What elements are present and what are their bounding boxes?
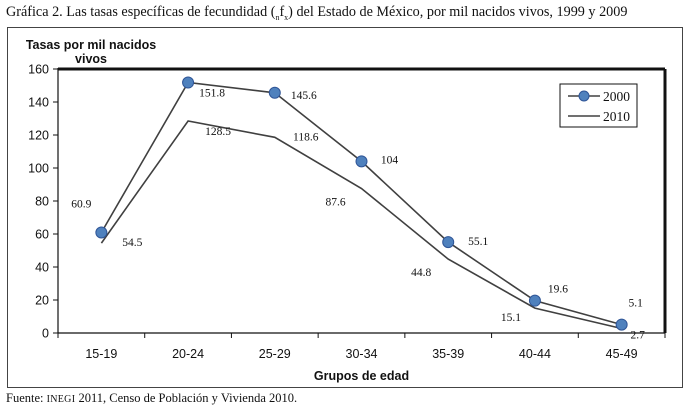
legend-box (559, 83, 638, 128)
x-tick-label: 20-24 (172, 347, 204, 361)
data-label-2000: 104 (381, 154, 399, 166)
x-axis-title: Grupos de edad (314, 369, 409, 383)
data-label-2010: 15.1 (501, 312, 521, 324)
data-label-2010: 2.7 (630, 330, 645, 342)
y-tick-label: 80 (35, 195, 49, 209)
x-tick-label: 25-29 (259, 347, 291, 361)
y-tick-label: 100 (28, 162, 49, 176)
x-tick-label: 30-34 (346, 347, 378, 361)
data-label-2000: 151.8 (199, 88, 225, 100)
data-point-2000 (355, 155, 368, 168)
y-tick-label: 60 (35, 228, 49, 242)
data-label-2010: 54.5 (122, 237, 142, 249)
source-org: INEGI (46, 394, 76, 405)
y-tick-label: 160 (28, 63, 49, 77)
x-tick-label: 40-44 (519, 347, 551, 361)
data-point-2000 (268, 86, 281, 99)
y-tick-label: 140 (28, 96, 49, 110)
y-tick-label: 120 (28, 129, 49, 143)
data-label-2000: 60.9 (71, 199, 91, 211)
title-sym-f: f (279, 4, 285, 20)
title-sub-x: x (284, 12, 289, 22)
data-point-2000 (182, 76, 195, 89)
data-label-2000: 145.6 (291, 90, 317, 102)
data-label-2010: 87.6 (325, 196, 345, 208)
title-sub-n: n (275, 12, 280, 22)
data-label-2000: 19.6 (548, 284, 568, 296)
data-point-2000 (528, 294, 541, 307)
data-label-2000: 5.1 (628, 298, 643, 310)
data-label-2000: 55.1 (468, 236, 488, 248)
data-point-2000 (95, 226, 108, 239)
series-line-2010 (100, 120, 622, 330)
y-axis-title-line2: vivos (75, 52, 107, 66)
data-label-2010: 118.6 (293, 131, 319, 143)
source-note: Fuente: INEGI 2011, Censo de Población y… (6, 391, 298, 405)
y-axis-title: Tasas por mil nacidos (26, 38, 156, 52)
data-label-2010: 128.5 (205, 126, 231, 138)
legend-marker-2000 (578, 90, 590, 102)
legend-label-2010: 2010 (603, 109, 630, 124)
data-label-2010: 44.8 (411, 267, 431, 279)
y-tick-label: 20 (35, 294, 49, 308)
figure-frame (7, 27, 683, 388)
y-tick-label: 40 (35, 261, 49, 275)
y-tick-label: 0 (42, 327, 49, 341)
x-tick-label: 45-49 (606, 347, 638, 361)
series-line-2000 (100, 81, 622, 326)
chart-title: Gráfica 2. Las tasas específicas de fecu… (6, 4, 628, 22)
x-tick-label: 35-39 (432, 347, 464, 361)
data-point-2000 (615, 318, 628, 331)
data-point-2000 (442, 236, 455, 249)
legend-label-2000: 2000 (603, 89, 630, 104)
x-tick-label: 15-19 (85, 347, 117, 361)
